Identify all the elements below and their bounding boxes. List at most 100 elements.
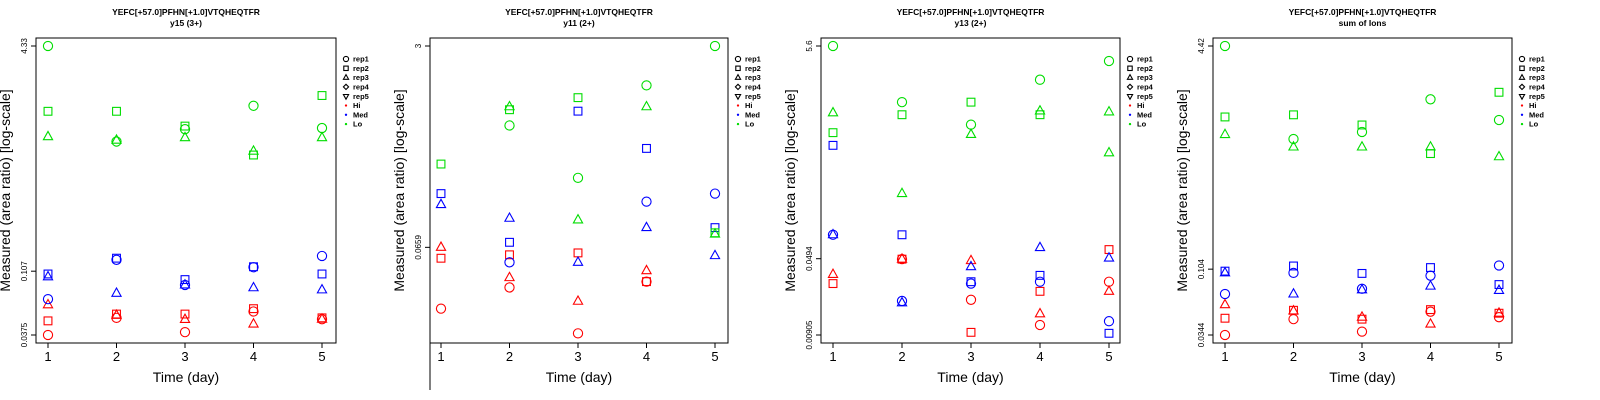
data-point bbox=[1356, 140, 1368, 151]
data-point bbox=[896, 296, 908, 307]
x-axis-label: Time (day) bbox=[937, 369, 1003, 385]
legend-label: Hi bbox=[1529, 101, 1537, 110]
data-point bbox=[1494, 308, 1504, 318]
legend-label: rep2 bbox=[745, 64, 761, 73]
data-point bbox=[966, 327, 976, 337]
legend-label: rep1 bbox=[1529, 55, 1545, 64]
data-point bbox=[828, 128, 838, 138]
data-point bbox=[505, 237, 514, 247]
chart-title: YEFC[+57.0]PFHN[+1.0]VTQHEQTFR bbox=[1289, 7, 1437, 17]
data-point bbox=[111, 136, 122, 147]
legend-label: Hi bbox=[745, 101, 753, 110]
legend-label: rep2 bbox=[353, 64, 369, 73]
legend-marker bbox=[342, 73, 350, 80]
x-tick-label: 4 bbox=[643, 349, 650, 364]
data-point bbox=[435, 198, 447, 209]
data-point bbox=[1103, 105, 1115, 116]
data-point bbox=[1289, 261, 1298, 271]
x-tick-label: 5 bbox=[711, 349, 718, 364]
legend-label: rep5 bbox=[1137, 92, 1153, 101]
data-point bbox=[42, 130, 54, 141]
x-tick-label: 1 bbox=[44, 349, 51, 364]
data-point bbox=[1288, 133, 1299, 145]
data-point bbox=[966, 277, 976, 287]
data-point bbox=[248, 100, 259, 111]
y-tick-label: 3 bbox=[414, 43, 423, 48]
legend-label: rep5 bbox=[1529, 92, 1545, 101]
data-point bbox=[896, 187, 908, 198]
legend-marker bbox=[1128, 104, 1132, 107]
data-point bbox=[1356, 126, 1368, 138]
data-point bbox=[436, 189, 446, 199]
legend-marker bbox=[342, 93, 350, 101]
legend-label: Lo bbox=[353, 120, 363, 129]
data-point bbox=[1425, 306, 1436, 317]
legend-marker bbox=[1128, 113, 1132, 116]
data-point bbox=[573, 106, 583, 116]
data-point bbox=[1493, 150, 1505, 161]
data-point bbox=[572, 213, 584, 224]
data-point bbox=[179, 313, 191, 324]
data-point bbox=[503, 271, 516, 282]
x-tick-label: 2 bbox=[113, 349, 120, 364]
data-point bbox=[709, 40, 721, 52]
data-point bbox=[573, 248, 583, 258]
data-point bbox=[1357, 268, 1367, 278]
data-point bbox=[1426, 263, 1435, 273]
data-point bbox=[640, 100, 653, 111]
data-point bbox=[897, 254, 907, 264]
data-point bbox=[1103, 316, 1115, 327]
data-point bbox=[1425, 94, 1436, 105]
plot-frame bbox=[1212, 37, 1513, 344]
data-point bbox=[640, 221, 653, 232]
legend-marker bbox=[343, 65, 349, 72]
legend-marker bbox=[344, 122, 348, 126]
data-point bbox=[42, 329, 54, 341]
legend-label: rep3 bbox=[1529, 73, 1545, 82]
data-point bbox=[1219, 266, 1231, 277]
legend-label: Hi bbox=[353, 101, 361, 110]
data-point bbox=[110, 308, 123, 319]
data-point bbox=[317, 91, 327, 100]
chart-subtitle: sum of Ions bbox=[1339, 18, 1387, 28]
data-point bbox=[504, 120, 515, 131]
legend-marker bbox=[1518, 93, 1526, 101]
chart-title: YEFC[+57.0]PFHN[+1.0]VTQHEQTFR bbox=[897, 7, 1045, 17]
legend-marker bbox=[734, 73, 742, 80]
data-point bbox=[1034, 104, 1046, 115]
data-point bbox=[110, 133, 123, 144]
legend-label: rep3 bbox=[1137, 73, 1153, 82]
legend-label: Med bbox=[745, 110, 760, 119]
legend-label: rep4 bbox=[1137, 83, 1154, 92]
x-tick-label: 1 bbox=[437, 349, 444, 364]
legend-marker bbox=[736, 104, 740, 107]
data-point bbox=[180, 309, 190, 319]
data-point bbox=[1103, 146, 1115, 157]
data-point bbox=[1287, 304, 1300, 315]
data-point bbox=[179, 326, 191, 338]
legend-marker bbox=[1520, 113, 1524, 116]
data-point bbox=[573, 93, 583, 103]
data-point bbox=[1288, 267, 1299, 279]
data-point bbox=[572, 328, 584, 339]
data-point bbox=[316, 283, 328, 294]
x-tick-label: 4 bbox=[250, 349, 257, 364]
data-point bbox=[1035, 286, 1045, 296]
x-tick-label: 1 bbox=[829, 349, 836, 364]
data-point bbox=[1220, 313, 1230, 323]
legend-marker bbox=[1518, 83, 1526, 91]
data-point bbox=[1034, 319, 1046, 331]
y-axis-label: Measured (area ratio) [log-scale] bbox=[1174, 89, 1190, 291]
data-point bbox=[179, 131, 191, 142]
data-point bbox=[1034, 241, 1046, 252]
y-tick-label: 0.104 bbox=[1197, 259, 1206, 280]
legend-label: Med bbox=[1529, 110, 1544, 119]
data-point bbox=[248, 306, 259, 317]
data-point bbox=[1219, 298, 1231, 309]
data-point bbox=[503, 211, 516, 222]
data-point bbox=[316, 312, 328, 323]
data-point bbox=[965, 278, 977, 289]
